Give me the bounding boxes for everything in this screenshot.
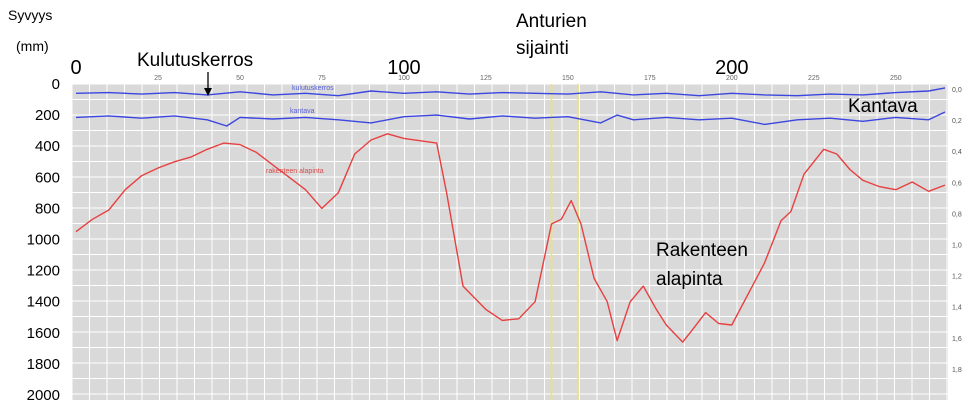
right-tick-label: 1,6 <box>952 336 962 343</box>
series-line-kantava <box>75 111 946 127</box>
y-tick-label: 200 <box>35 107 60 124</box>
annotation-anturien-line2: sijainti <box>516 38 569 59</box>
right-tick-label: 1,2 <box>952 274 962 281</box>
y-axis-label-line2: (mm) <box>16 38 49 54</box>
y-tick-label: 1400 <box>27 294 60 311</box>
y-tick-label: 400 <box>35 138 60 155</box>
x-minor-tick-label: 125 <box>480 75 492 82</box>
y-tick-label: 800 <box>35 200 60 217</box>
right-tick-labels: 0,0 0,2 0,4 0,6 0,8 1,0 1,2 1,4 1,6 1,8 <box>952 87 962 374</box>
right-tick-label: 0,8 <box>952 211 962 218</box>
x-minor-tick-label: 25 <box>154 75 162 82</box>
annotation-kulutuskerros: Kulutuskerros <box>137 50 253 71</box>
x-minor-tick-label: 50 <box>236 75 244 82</box>
y-tick-labels: 0 200 400 600 800 1000 1200 1400 1600 1800 2000 <box>27 76 60 404</box>
sensor-markers <box>550 84 579 400</box>
x-minor-tick-label: 175 <box>644 75 656 82</box>
right-tick-label: 0,2 <box>952 118 962 125</box>
y-tick-label: 1600 <box>27 325 60 342</box>
x-major-tick-labels: 0 100 200 <box>70 57 748 79</box>
x-minor-tick-label: 225 <box>808 75 820 82</box>
series-group <box>75 87 946 343</box>
y-tick-label: 2000 <box>27 387 60 404</box>
inline-label-kantava: kantava <box>290 108 315 115</box>
x-minor-tick-label: 250 <box>890 75 902 82</box>
x-minor-tick-label: 75 <box>318 75 326 82</box>
series-line-rakenteen-alapinta <box>75 133 946 343</box>
y-tick-label: 1000 <box>27 232 60 249</box>
x-minor-tick-label: 150 <box>562 75 574 82</box>
x-major-tick-label: 100 <box>387 57 420 79</box>
x-major-tick-label: 200 <box>715 57 748 79</box>
y-tick-label: 0 <box>52 76 60 93</box>
inline-label-kulutuskerros: kulutuskerros <box>292 85 334 92</box>
annotation-kantava: Kantava <box>848 96 918 117</box>
right-tick-label: 1,8 <box>952 367 962 374</box>
right-tick-label: 1,0 <box>952 243 962 250</box>
annotation-rakenteen-line1: Rakenteen <box>656 240 748 261</box>
right-tick-label: 0,0 <box>952 87 962 94</box>
kulutuskerros-arrowhead <box>204 88 212 96</box>
right-tick-label: 1,4 <box>952 305 962 312</box>
right-tick-label: 0,6 <box>952 180 962 187</box>
annotation-rakenteen-line2: alapinta <box>656 269 723 290</box>
annotation-anturien-line1: Anturien <box>516 11 587 32</box>
grid <box>71 83 948 400</box>
y-tick-label: 600 <box>35 169 60 186</box>
y-axis-label-line1: Syvyys <box>8 7 52 23</box>
x-major-tick-label: 0 <box>70 57 81 79</box>
y-tick-label: 1800 <box>27 356 60 373</box>
x-minor-tick-label: 100 <box>398 75 410 82</box>
x-minor-tick-labels: 25 50 75 100 125 150 175 200 225 250 <box>154 75 902 82</box>
series-line-kulutuskerros <box>75 87 946 97</box>
x-minor-tick-label: 200 <box>726 75 738 82</box>
inline-label-alapinta: rakenteen alapinta <box>266 168 324 175</box>
right-tick-label: 0,4 <box>952 149 962 156</box>
y-tick-label: 1200 <box>27 263 60 280</box>
